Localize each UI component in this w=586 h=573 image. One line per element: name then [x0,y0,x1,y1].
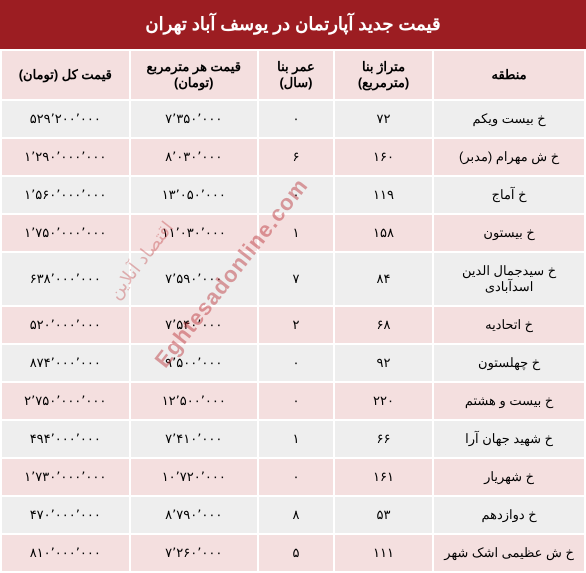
cell-area: ۱۱۹ [334,176,433,214]
col-header-area: متراژ بنا (مترمربع) [334,50,433,100]
cell-totalPrice: ۱٬۵۶۰٬۰۰۰٬۰۰۰ [1,176,130,214]
table-row: خ سیدجمال الدین اسدآبادی۸۴۷۷٬۵۹۰٬۰۰۰۶۳۸٬… [1,252,585,306]
cell-priceSqm: ۸٬۰۳۰٬۰۰۰ [130,138,258,176]
table-header-row: منطقه متراژ بنا (مترمربع) عمر بنا (سال) … [1,50,585,100]
cell-region: خ بیست ویکم [433,100,585,138]
cell-totalPrice: ۵۲۹٬۲۰۰٬۰۰۰ [1,100,130,138]
cell-priceSqm: ۱۰٬۷۲۰٬۰۰۰ [130,458,258,496]
price-table-container: قیمت جدید آپارتمان در یوسف آباد تهران من… [0,0,586,573]
table-row: خ چهلستون۹۲۰۹٬۵۰۰٬۰۰۰۸۷۴٬۰۰۰٬۰۰۰ [1,344,585,382]
cell-area: ۸۴ [334,252,433,306]
cell-totalPrice: ۱٬۲۹۰٬۰۰۰٬۰۰۰ [1,138,130,176]
col-header-price-sqm: قیمت هر مترمربع (تومان) [130,50,258,100]
cell-age: ۰ [258,176,334,214]
cell-totalPrice: ۸۷۴٬۰۰۰٬۰۰۰ [1,344,130,382]
cell-totalPrice: ۴۷۰٬۰۰۰٬۰۰۰ [1,496,130,534]
table-row: خ بیست و هشتم۲۲۰۰۱۲٬۵۰۰٬۰۰۰۲٬۷۵۰٬۰۰۰٬۰۰۰ [1,382,585,420]
cell-region: خ اتحادیه [433,306,585,344]
table-row: خ بیستون۱۵۸۱۱۱٬۰۳۰٬۰۰۰۱٬۷۵۰٬۰۰۰٬۰۰۰ [1,214,585,252]
cell-age: ۵ [258,534,334,572]
cell-area: ۹۲ [334,344,433,382]
cell-totalPrice: ۵۲۰٬۰۰۰٬۰۰۰ [1,306,130,344]
cell-area: ۱۵۸ [334,214,433,252]
cell-totalPrice: ۱٬۷۳۰٬۰۰۰٬۰۰۰ [1,458,130,496]
col-header-region: منطقه [433,50,585,100]
cell-age: ۰ [258,100,334,138]
cell-region: خ دوازدهم [433,496,585,534]
cell-priceSqm: ۱۱٬۰۳۰٬۰۰۰ [130,214,258,252]
cell-totalPrice: ۸۱۰٬۰۰۰٬۰۰۰ [1,534,130,572]
cell-region: خ شهید جهان آرا [433,420,585,458]
cell-area: ۵۳ [334,496,433,534]
cell-priceSqm: ۷٬۵۹۰٬۰۰۰ [130,252,258,306]
table-row: خ شهریار۱۶۱۰۱۰٬۷۲۰٬۰۰۰۱٬۷۳۰٬۰۰۰٬۰۰۰ [1,458,585,496]
table-body: خ بیست ویکم۷۲۰۷٬۳۵۰٬۰۰۰۵۲۹٬۲۰۰٬۰۰۰خ ش مه… [1,100,585,572]
cell-priceSqm: ۹٬۵۰۰٬۰۰۰ [130,344,258,382]
cell-totalPrice: ۲٬۷۵۰٬۰۰۰٬۰۰۰ [1,382,130,420]
cell-totalPrice: ۶۳۸٬۰۰۰٬۰۰۰ [1,252,130,306]
table-row: خ ش عظیمی اشک شهر۱۱۱۵۷٬۲۶۰٬۰۰۰۸۱۰٬۰۰۰٬۰۰… [1,534,585,572]
cell-priceSqm: ۱۲٬۵۰۰٬۰۰۰ [130,382,258,420]
cell-area: ۲۲۰ [334,382,433,420]
cell-area: ۶۶ [334,420,433,458]
cell-priceSqm: ۷٬۲۶۰٬۰۰۰ [130,534,258,572]
cell-area: ۱۶۱ [334,458,433,496]
table-title: قیمت جدید آپارتمان در یوسف آباد تهران [0,0,586,49]
col-header-total: قیمت کل (تومان) [1,50,130,100]
cell-age: ۷ [258,252,334,306]
cell-region: خ چهلستون [433,344,585,382]
cell-priceSqm: ۸٬۷۹۰٬۰۰۰ [130,496,258,534]
cell-region: خ آماج [433,176,585,214]
cell-region: خ بیستون [433,214,585,252]
cell-totalPrice: ۴۹۴٬۰۰۰٬۰۰۰ [1,420,130,458]
table-row: خ آماج۱۱۹۰۱۳٬۰۵۰٬۰۰۰۱٬۵۶۰٬۰۰۰٬۰۰۰ [1,176,585,214]
cell-priceSqm: ۷٬۳۵۰٬۰۰۰ [130,100,258,138]
cell-area: ۱۶۰ [334,138,433,176]
cell-age: ۸ [258,496,334,534]
table-row: خ ش مهرام (مدبر)۱۶۰۶۸٬۰۳۰٬۰۰۰۱٬۲۹۰٬۰۰۰٬۰… [1,138,585,176]
cell-region: خ ش عظیمی اشک شهر [433,534,585,572]
table-row: خ دوازدهم۵۳۸۸٬۷۹۰٬۰۰۰۴۷۰٬۰۰۰٬۰۰۰ [1,496,585,534]
cell-region: خ سیدجمال الدین اسدآبادی [433,252,585,306]
cell-priceSqm: ۷٬۵۴۰٬۰۰۰ [130,306,258,344]
cell-region: خ بیست و هشتم [433,382,585,420]
cell-age: ۱ [258,214,334,252]
col-header-age: عمر بنا (سال) [258,50,334,100]
cell-area: ۱۱۱ [334,534,433,572]
cell-priceSqm: ۱۳٬۰۵۰٬۰۰۰ [130,176,258,214]
cell-age: ۰ [258,344,334,382]
cell-age: ۰ [258,458,334,496]
price-table: منطقه متراژ بنا (مترمربع) عمر بنا (سال) … [0,49,586,573]
cell-region: خ شهریار [433,458,585,496]
table-row: خ بیست ویکم۷۲۰۷٬۳۵۰٬۰۰۰۵۲۹٬۲۰۰٬۰۰۰ [1,100,585,138]
cell-age: ۱ [258,420,334,458]
cell-area: ۷۲ [334,100,433,138]
cell-region: خ ش مهرام (مدبر) [433,138,585,176]
cell-age: ۲ [258,306,334,344]
cell-priceSqm: ۷٬۴۱۰٬۰۰۰ [130,420,258,458]
table-row: خ شهید جهان آرا۶۶۱۷٬۴۱۰٬۰۰۰۴۹۴٬۰۰۰٬۰۰۰ [1,420,585,458]
cell-area: ۶۸ [334,306,433,344]
cell-age: ۰ [258,382,334,420]
cell-totalPrice: ۱٬۷۵۰٬۰۰۰٬۰۰۰ [1,214,130,252]
table-row: خ اتحادیه۶۸۲۷٬۵۴۰٬۰۰۰۵۲۰٬۰۰۰٬۰۰۰ [1,306,585,344]
cell-age: ۶ [258,138,334,176]
